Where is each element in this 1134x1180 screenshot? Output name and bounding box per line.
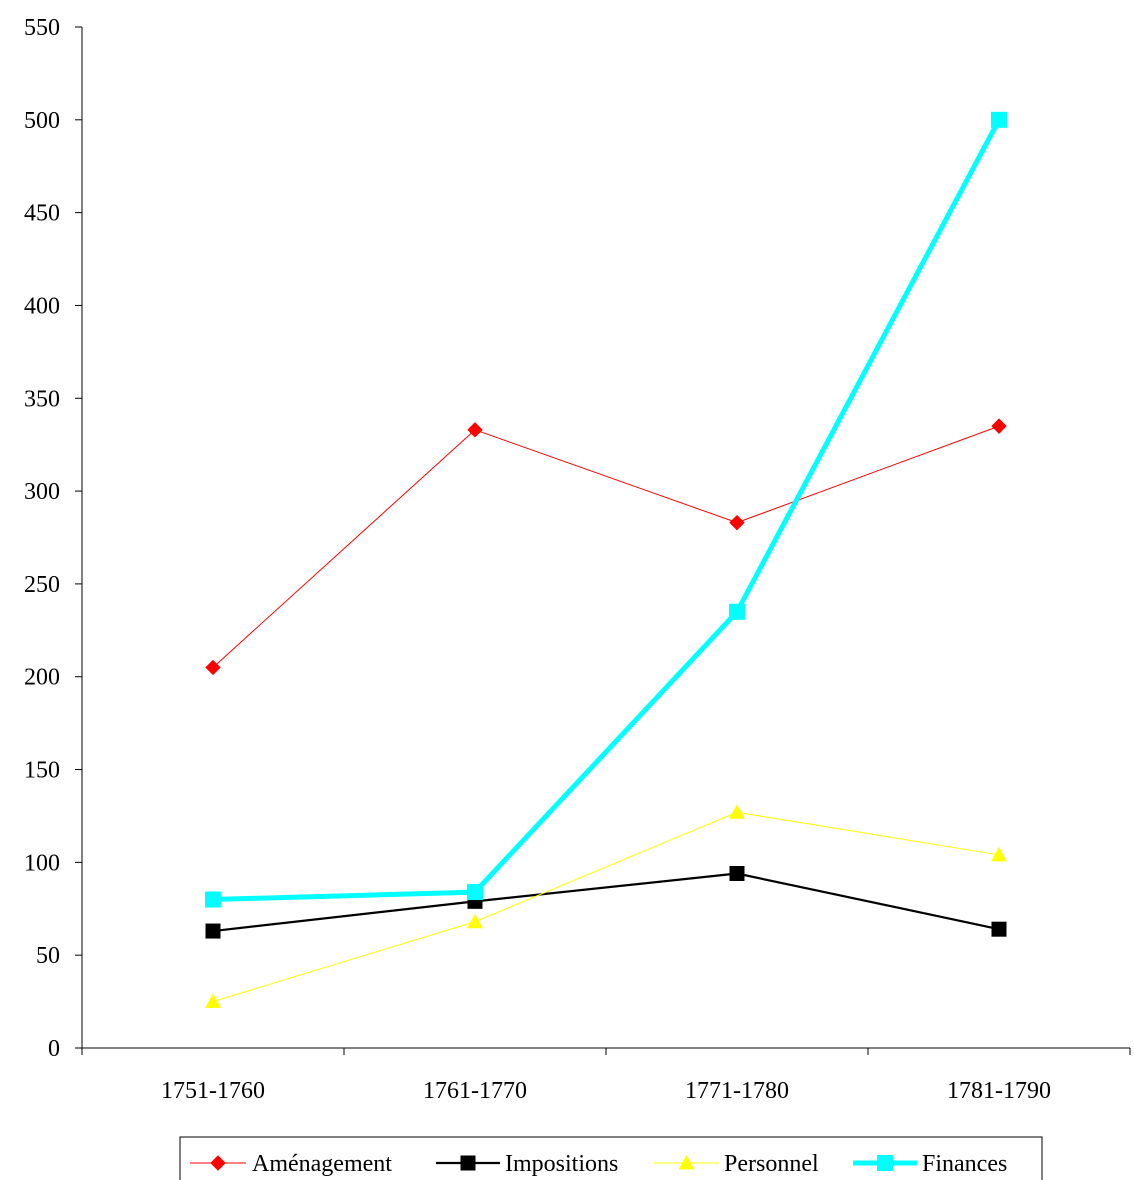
y-tick-label: 400 (24, 293, 60, 319)
x-tick-label: 1781-1790 (947, 1078, 1051, 1104)
y-tick-label: 200 (24, 665, 60, 691)
data-point (205, 891, 221, 908)
y-tick-label: 50 (36, 943, 60, 969)
data-point (991, 921, 1007, 937)
legend-marker (877, 1155, 893, 1171)
x-tick-label: 1751-1760 (161, 1078, 265, 1104)
data-point (467, 913, 483, 929)
data-point (467, 422, 483, 438)
data-point (729, 866, 745, 882)
legend-label: Personnel (724, 1151, 819, 1177)
y-axis-ticks: 0 50 100 150 200 250 300 350 400 450 500 550 (24, 15, 82, 1062)
legend-label: Aménagement (252, 1151, 392, 1177)
axes (81, 27, 1130, 1049)
data-point (205, 659, 221, 676)
y-tick-label: 100 (24, 850, 60, 876)
legend-item: Aménagement (190, 1151, 392, 1177)
legend-marker (210, 1155, 226, 1171)
data-point (205, 993, 221, 1009)
y-tick-label: 0 (48, 1036, 60, 1062)
x-axis-ticks: 1751-1760 1761-1770 1771-1780 1781-1790 (81, 1048, 1131, 1104)
plot-series (205, 111, 1007, 1009)
legend-item: Finances (853, 1151, 1007, 1177)
series-1 (205, 418, 1007, 676)
y-tick-label: 450 (24, 201, 60, 227)
series-4 (205, 111, 1007, 908)
series-2 (205, 866, 1007, 939)
series-line (212, 425, 1000, 668)
x-tick-label: 1761-1770 (423, 1078, 527, 1104)
legend-label: Finances (922, 1151, 1007, 1177)
legend: Aménagement Impositions Personnel Finances (179, 1136, 1043, 1180)
x-tick-label: 1771-1780 (685, 1078, 789, 1104)
legend-item: Impositions (436, 1151, 618, 1177)
legend-item: Personnel (654, 1151, 819, 1177)
legend-box (179, 1136, 1043, 1180)
data-point (991, 111, 1007, 128)
data-point (991, 846, 1007, 862)
y-tick-label: 350 (24, 386, 60, 412)
y-tick-label: 300 (24, 479, 60, 505)
y-tick-label: 150 (24, 758, 60, 784)
series-line (212, 118, 1002, 902)
series-3 (205, 804, 1007, 1009)
series-line (212, 811, 1000, 1003)
data-point (729, 804, 745, 819)
legend-marker (678, 1154, 695, 1170)
y-tick-label: 500 (24, 108, 60, 134)
legend-marker (460, 1155, 476, 1171)
data-point (205, 923, 221, 939)
data-point (729, 603, 745, 620)
data-point (991, 418, 1007, 434)
legend-label: Impositions (505, 1151, 618, 1177)
y-tick-label: 550 (24, 15, 60, 41)
data-point (729, 514, 745, 531)
series-line (212, 872, 1000, 933)
data-point (467, 884, 483, 901)
y-tick-label: 250 (24, 572, 60, 598)
